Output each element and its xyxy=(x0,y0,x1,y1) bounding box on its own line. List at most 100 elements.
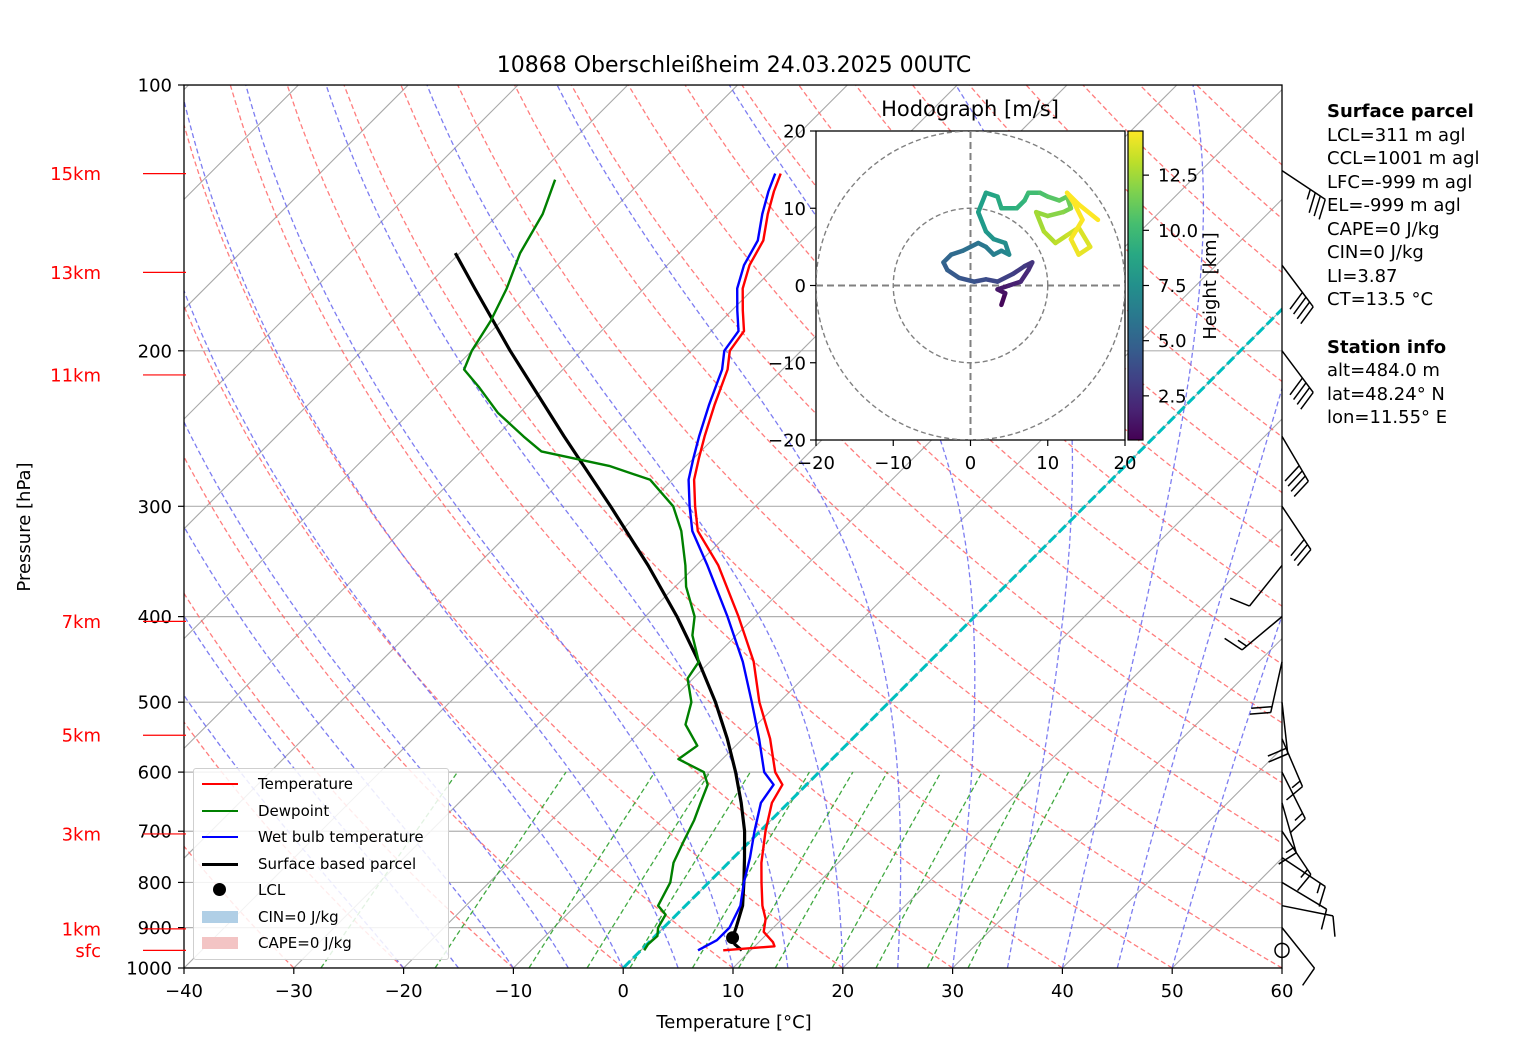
wind-barb xyxy=(1281,436,1310,498)
colorbar-tick-label: 10.0 xyxy=(1158,221,1198,242)
height-label: 3km xyxy=(62,824,101,845)
x-tick-label: −10 xyxy=(494,981,532,1002)
dewpoint-profile xyxy=(462,179,709,951)
legend-item-cape: CAPE=0 J/kg xyxy=(202,932,352,954)
surface-parcel-line: CIN=0 J/kg xyxy=(1327,242,1424,263)
wind-barbs xyxy=(1224,169,1336,986)
hodograph-segment xyxy=(975,190,989,215)
isotherm-line xyxy=(184,85,409,310)
hodograph-title: Hodograph [m/s] xyxy=(881,97,1059,121)
surface-parcel-line: EL=-999 m agl xyxy=(1327,195,1461,216)
hodograph-segment xyxy=(1076,225,1093,250)
moist-adiabat xyxy=(1171,613,1282,968)
x-tick-label: −20 xyxy=(385,981,423,1002)
main-plot: −40 −30 −20 −10 0 10 20 30 40 50 60100200300400500… xyxy=(50,76,1336,1002)
moist-adiabat xyxy=(325,85,789,968)
wind-barb xyxy=(1224,616,1283,651)
wind-barb xyxy=(1267,702,1289,763)
legend-item-cin: CIN=0 J/kg xyxy=(202,906,339,928)
hodograph: Hodograph [m/s] Height [km] −20−20 −10 −10… xyxy=(768,97,1221,474)
isotherm-line xyxy=(1062,747,1282,968)
dry-adiabat xyxy=(286,85,1063,968)
legend: Temperature Dewpoint Wet bulb temperatur… xyxy=(193,768,449,960)
hodograph-segment xyxy=(1041,229,1058,246)
station-info-line: lon=11.55° E xyxy=(1327,407,1448,428)
station-info-line: lat=48.24° N xyxy=(1327,383,1445,405)
height-label: 13km xyxy=(50,263,101,284)
moist-adiabat xyxy=(184,97,679,968)
wind-barb xyxy=(1229,564,1283,607)
legend-item-parcel: Surface based parcel xyxy=(202,853,416,875)
mixing-ratio-line xyxy=(875,771,983,968)
isotherm-line xyxy=(184,85,629,530)
wind-barb xyxy=(1281,505,1312,567)
mixing-ratio-line xyxy=(738,771,854,968)
moist-adiabat xyxy=(1116,386,1282,968)
mixing-ratio-line xyxy=(831,771,942,968)
y-tick-label: 600 xyxy=(138,763,172,784)
hodograph-y-tick-label: −20 xyxy=(768,431,806,452)
surface-parcel-line: LI=3.87 xyxy=(1327,265,1398,287)
hodograph-segment xyxy=(995,271,1016,284)
y-tick-label: 700 xyxy=(138,822,172,843)
moist-adiabat xyxy=(556,85,902,968)
moist-adiabat xyxy=(184,420,569,968)
y-tick-label: 1000 xyxy=(126,959,172,980)
hodograph-segment xyxy=(1076,202,1101,223)
hodograph-x-tick-label: 10 xyxy=(1036,453,1059,474)
hodograph-segment xyxy=(1045,209,1066,219)
surface-parcel-line: CAPE=0 J/kg xyxy=(1327,218,1440,240)
moist-adiabat xyxy=(184,614,460,968)
hodograph-x-tick-label: 20 xyxy=(1114,453,1137,474)
hodograph-segment xyxy=(1010,263,1027,277)
height-label: 5km xyxy=(62,726,101,747)
dry-adiabat xyxy=(570,85,1282,784)
isotherm-line xyxy=(732,418,1282,968)
wind-barb xyxy=(1249,661,1283,715)
surface-parcel-line: CCL=1001 m agl xyxy=(1327,148,1480,169)
height-label: 7km xyxy=(62,612,101,633)
x-tick-label: 50 xyxy=(1161,981,1184,1002)
legend-label: LCL xyxy=(258,881,286,899)
legend-item-dewpoint: Dewpoint xyxy=(202,800,329,822)
x-tick-label: 30 xyxy=(941,981,964,1002)
dry-adiabat xyxy=(400,85,1282,968)
hodograph-segment xyxy=(960,240,981,253)
surface-parcel-line: LFC=-999 m agl xyxy=(1327,171,1473,193)
dry-adiabat xyxy=(514,85,1282,844)
mixing-ratio-line xyxy=(967,771,1070,968)
y-tick-label: 500 xyxy=(138,693,172,714)
wind-barb xyxy=(1281,350,1314,410)
moist-adiabat xyxy=(426,85,844,968)
wind-barb xyxy=(1281,771,1306,834)
hodograph-x-tick-label: −10 xyxy=(874,453,912,474)
height-label: 11km xyxy=(50,365,101,386)
wind-barb xyxy=(1281,264,1314,325)
isotherm-line xyxy=(952,637,1282,968)
isotherm-line xyxy=(842,528,1282,968)
legend-item-lcl: LCL xyxy=(202,879,285,901)
x-tick-label: 20 xyxy=(831,981,854,1002)
wind-barb xyxy=(1281,169,1326,220)
mixing-ratio-line xyxy=(528,771,656,968)
y-tick-label: 300 xyxy=(138,497,172,518)
x-tick-label: −30 xyxy=(275,981,313,1002)
hodograph-segment xyxy=(1072,202,1085,223)
y-tick-label: 100 xyxy=(138,76,172,97)
legend-label: Surface based parcel xyxy=(258,854,417,873)
colorbar-tick-label: 2.5 xyxy=(1158,386,1187,407)
temperature-profile xyxy=(692,173,784,952)
legend-label: CAPE=0 J/kg xyxy=(258,934,352,952)
x-axis-label: Temperature [°C] xyxy=(655,1012,811,1033)
isotherm-line xyxy=(184,85,848,750)
hodograph-y-tick-label: 10 xyxy=(783,199,806,220)
wind-barb xyxy=(1281,857,1326,907)
hodograph-segment xyxy=(1018,267,1031,284)
height-label: 1km xyxy=(62,919,101,940)
wind-barb xyxy=(1281,927,1316,986)
wind-barb xyxy=(1278,802,1298,865)
hodograph-segment xyxy=(1064,190,1081,207)
surface-parcel-line: LCL=311 m agl xyxy=(1327,124,1466,146)
x-tick-label: 60 xyxy=(1271,981,1294,1002)
